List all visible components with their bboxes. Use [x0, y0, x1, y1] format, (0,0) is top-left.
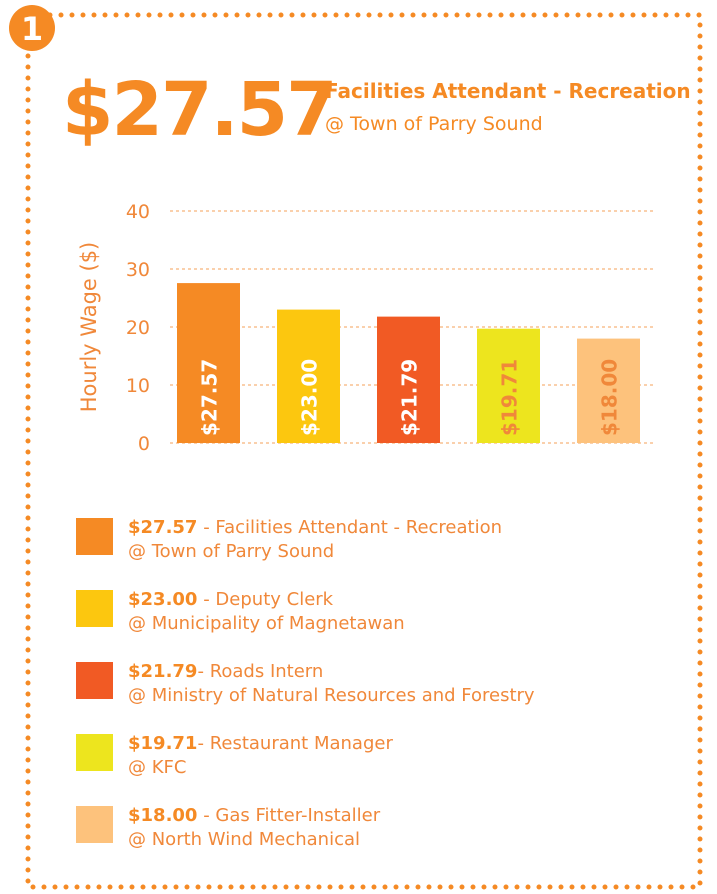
bar-value-label: $18.00 — [598, 359, 622, 436]
y-axis-label: Hourly Wage ($) — [77, 242, 101, 412]
legend-job: Roads Intern — [210, 661, 324, 682]
headline-wage: $27.57 — [62, 67, 336, 153]
legend-swatch — [76, 662, 113, 699]
legend-value: $19.71 — [128, 733, 197, 754]
legend-entry: $19.71- Restaurant Manager — [128, 733, 393, 754]
dotted-border — [25, 12, 703, 890]
legend-employer: @ Ministry of Natural Resources and Fore… — [128, 685, 535, 706]
legend-job: Restaurant Manager — [210, 733, 394, 754]
legend-separator: - — [197, 805, 215, 826]
legend-separator: - — [197, 589, 215, 610]
legend-entry: $21.79- Roads Intern — [128, 661, 323, 682]
headline-title: Facilities Attendant - Recreation — [325, 79, 691, 103]
bar — [577, 338, 640, 443]
y-tick-label: 20 — [126, 317, 150, 339]
legend-entry: $27.57 - Facilities Attendant - Recreati… — [128, 517, 502, 538]
legend-swatch — [76, 590, 113, 627]
legend-value: $23.00 — [128, 589, 197, 610]
legend-job: Deputy Clerk — [215, 589, 333, 610]
legend-value: $21.79 — [128, 661, 197, 682]
legend-value: $27.57 — [128, 517, 197, 538]
bar-value-label: $19.71 — [498, 359, 522, 436]
bar-value-label: $21.79 — [398, 359, 422, 436]
legend-entry: $23.00 - Deputy Clerk — [128, 589, 334, 610]
legend-swatch — [76, 518, 113, 555]
bar — [177, 283, 240, 443]
bar-value-label: $27.57 — [198, 359, 222, 436]
legend-job: Facilities Attendant - Recreation — [215, 517, 502, 538]
y-tick-label: 0 — [138, 433, 150, 455]
legend-swatch — [76, 734, 113, 771]
bar — [477, 328, 540, 443]
legend-separator: - — [197, 733, 209, 754]
legend-swatch — [76, 806, 113, 843]
bar — [277, 309, 340, 443]
legend-employer: @ Municipality of Magnetawan — [128, 613, 405, 634]
y-tick-label: 30 — [126, 259, 150, 281]
badge — [9, 5, 55, 51]
legend-separator: - — [197, 517, 215, 538]
legend-employer: @ Town of Parry Sound — [128, 541, 334, 562]
legend-separator: - — [197, 661, 209, 682]
legend-employer: @ KFC — [128, 757, 186, 778]
bar — [377, 316, 440, 443]
y-tick-label: 40 — [126, 201, 150, 223]
bar-value-label: $23.00 — [298, 359, 322, 436]
legend-entry: $18.00 - Gas Fitter-Installer — [128, 805, 381, 826]
headline-employer: @ Town of Parry Sound — [325, 113, 543, 135]
legend-job: Gas Fitter-Installer — [215, 805, 380, 826]
legend-employer: @ North Wind Mechanical — [128, 829, 360, 850]
y-tick-label: 10 — [126, 375, 150, 397]
badge-number: 1 — [21, 10, 43, 48]
legend-value: $18.00 — [128, 805, 197, 826]
